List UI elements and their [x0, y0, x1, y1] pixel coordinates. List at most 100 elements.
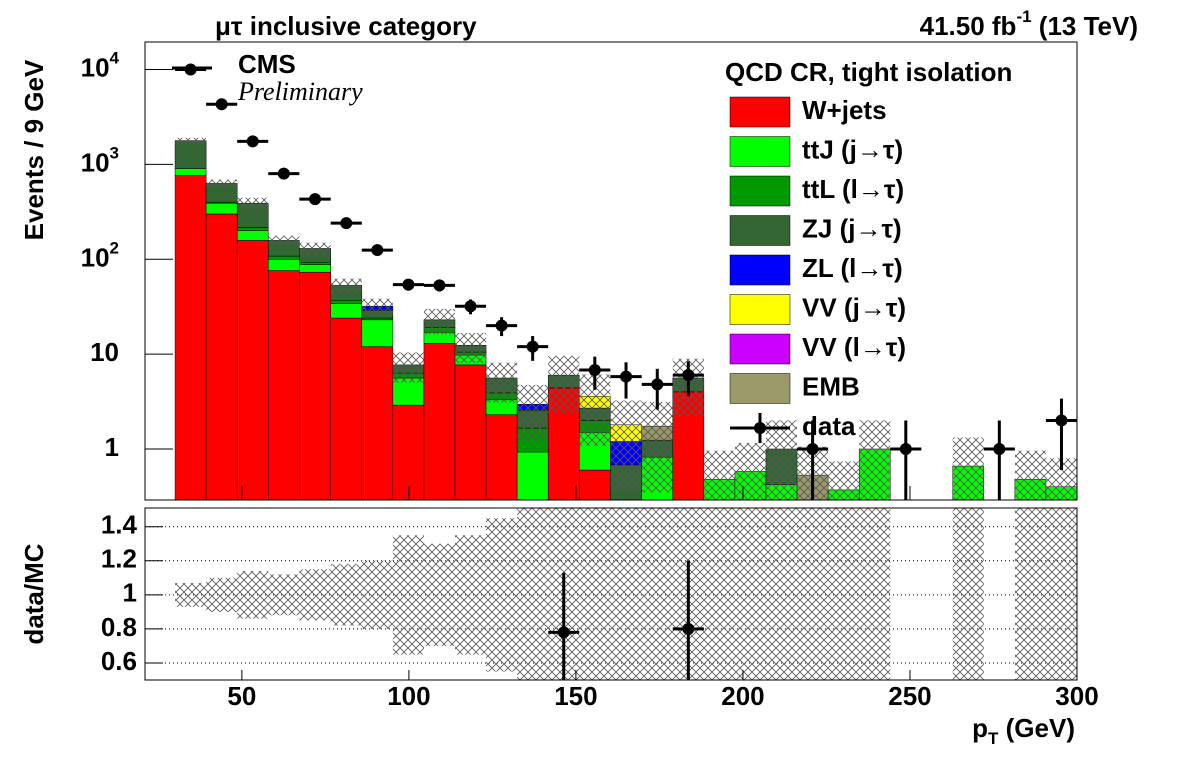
uncertainty-band [392, 352, 424, 383]
y-tick-exponent: 2 [110, 239, 119, 258]
chart-title: μτ inclusive category [215, 11, 477, 41]
data-point [433, 279, 446, 292]
legend-label: W+jets [802, 95, 887, 125]
y-tick-label: 103 [81, 144, 119, 177]
x-tick-label: 300 [1055, 681, 1098, 711]
stack-segment [236, 227, 269, 231]
ratio-frame [144, 507, 1078, 681]
lumi-text: 41.50 fb [920, 11, 1017, 41]
experiment: CMS [238, 49, 296, 79]
stack-segment [236, 230, 269, 241]
legend-swatch [729, 215, 791, 246]
uncertainty-band [859, 420, 891, 500]
uncertainty-band [828, 461, 860, 500]
y-tick-exponent: 4 [110, 49, 120, 68]
legend-label: VV (l→τ) [802, 332, 906, 362]
stack-segment [330, 317, 363, 500]
y-tick-label: 10 [90, 337, 119, 367]
uncertainty-band [299, 242, 331, 256]
stack-segment [299, 264, 331, 273]
x-title-suffix: (GeV) [998, 713, 1075, 743]
uncertainty-band [330, 278, 362, 294]
ratio-uncertainty-band [268, 574, 300, 616]
uncertainty-band [610, 400, 642, 492]
legend-swatch [729, 294, 791, 325]
stack-segment [174, 140, 207, 169]
uncertainty-band [765, 420, 798, 500]
legend-swatch [729, 333, 791, 365]
ratio-uncertainty-band [237, 571, 269, 619]
uncertainty-band [237, 197, 269, 210]
x-tick-label: 200 [721, 681, 764, 711]
stack-segment [423, 343, 456, 500]
stack-segment [268, 259, 300, 271]
ratio-uncertainty-band [952, 508, 984, 680]
legend: W+jets ttJ (j→τ) ttL (l→τ) ZJ (j→τ) ZL (l→τ)… [729, 95, 906, 443]
lumi-suffix: (13 TeV) [1032, 11, 1138, 41]
legend-title: QCD CR, tight isolation [725, 57, 1012, 87]
data-point [806, 442, 819, 455]
ratio-uncertainty-band [579, 508, 611, 680]
data-point [184, 63, 197, 76]
ratio-y-tick-label: 0.6 [101, 646, 137, 676]
stack-segment [392, 404, 425, 500]
ratio-uncertainty-band [734, 508, 766, 680]
uncertainty-band [268, 235, 300, 246]
legend-swatch [729, 254, 791, 286]
data-point [402, 278, 415, 291]
ratio-y-tick-label: 1 [123, 578, 137, 608]
x-title-sub: T [988, 729, 999, 748]
x-tick-label: 50 [227, 681, 256, 711]
ratio-uncertainty-band [392, 535, 424, 655]
ratio-uncertainty-band [610, 508, 642, 680]
y-tick-label: 102 [81, 239, 119, 272]
stack-segment [361, 317, 394, 321]
y-tick-label: 1 [105, 432, 119, 462]
x-axis-title: pT (GeV) [972, 713, 1075, 749]
uncertainty-band [952, 437, 984, 500]
stack-segment [361, 319, 394, 347]
x-tick-label: 100 [387, 681, 430, 711]
lumi: 41.50 fb-1 (13 TeV) [920, 7, 1138, 40]
x-tick-label: 250 [888, 681, 931, 711]
uncertainty-band [423, 308, 455, 335]
stack-segment [454, 364, 487, 500]
legend-label: ttJ (j→τ) [802, 134, 903, 164]
uncertainty-band [641, 401, 673, 493]
ratio-uncertainty-band [703, 508, 735, 680]
uncertainty-band [703, 450, 735, 500]
stack-segment [174, 175, 207, 500]
ratio-uncertainty-band [1014, 508, 1046, 680]
stack-segment [361, 346, 394, 500]
legend-label: EMB [802, 371, 860, 401]
stack-segment [485, 414, 518, 500]
data-point [899, 442, 912, 455]
data-point [309, 193, 322, 206]
x-tick-label: 150 [554, 681, 597, 711]
legend-label: ZJ (j→τ) [802, 213, 902, 243]
ratio-uncertainty-band [206, 577, 238, 612]
y-tick-base: 10 [81, 242, 110, 272]
data-point [1055, 414, 1068, 427]
uncertainty-band [548, 355, 580, 413]
ratio-uncertainty-band [175, 582, 207, 607]
ratio-y-tick-label: 0.8 [101, 612, 137, 642]
stack-segment [205, 202, 238, 215]
ratio-uncertainty-band [423, 543, 455, 646]
data-point [277, 167, 290, 180]
lumi-sup: -1 [1016, 7, 1031, 26]
stack-segment [236, 240, 269, 500]
stack-segment [174, 168, 207, 176]
legend-swatch [729, 96, 791, 128]
main-frame [144, 41, 1078, 501]
data-point [246, 135, 259, 148]
y-tick-exponent: 3 [110, 144, 119, 163]
x-title-text: p [972, 713, 988, 743]
uncertainty-band [486, 362, 518, 403]
data-point [620, 370, 633, 383]
uncertainty-band [454, 332, 487, 364]
data-point [557, 626, 570, 639]
stack-segment [268, 255, 300, 260]
data-point [215, 98, 228, 111]
